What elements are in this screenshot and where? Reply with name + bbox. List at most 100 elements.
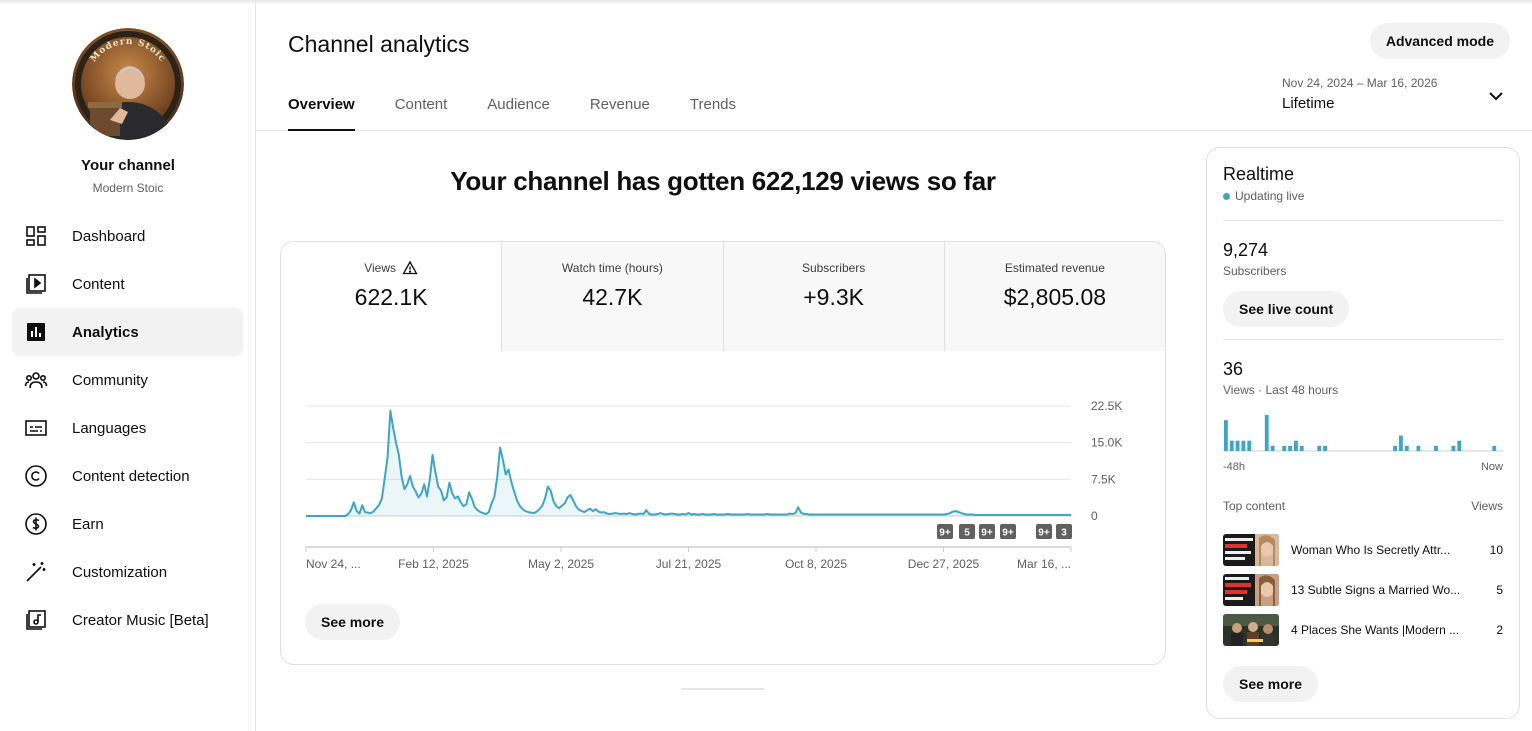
y-tick-label: 15.0K xyxy=(1091,436,1122,450)
realtime-bar[interactable] xyxy=(1247,440,1252,451)
magic-wand-icon xyxy=(24,560,48,584)
realtime-bar[interactable] xyxy=(1393,445,1397,451)
sidebar-item-content[interactable]: Content xyxy=(12,260,243,308)
realtime-bar[interactable] xyxy=(1288,445,1292,451)
realtime-bar[interactable] xyxy=(1229,440,1234,451)
sidebar-item-customization[interactable]: Customization xyxy=(12,548,243,596)
dashboard-icon xyxy=(24,224,48,248)
see-more-button[interactable]: See more xyxy=(305,604,401,640)
views-line xyxy=(306,409,1071,517)
video-thumbnail xyxy=(1223,614,1279,646)
realtime-title: Realtime xyxy=(1223,164,1295,184)
realtime-axis-start: -48h xyxy=(1223,461,1246,473)
publish-marker-label: 3 xyxy=(1061,528,1067,539)
content-icon xyxy=(24,272,48,296)
metric-value: +9.3K xyxy=(803,284,864,310)
top-content-views: 2 xyxy=(1496,623,1503,637)
sidebar-item-analytics[interactable]: Analytics xyxy=(12,308,243,356)
sidebar-item-earn[interactable]: Earn xyxy=(12,500,243,548)
copyright-icon xyxy=(24,464,48,488)
publish-marker xyxy=(1000,524,1016,539)
realtime-bar[interactable] xyxy=(1317,445,1322,451)
metric-revenue[interactable]: Estimated revenue $2,805.08 xyxy=(943,242,1165,351)
video-thumbnail xyxy=(1223,534,1279,566)
realtime-bar[interactable] xyxy=(1399,435,1403,451)
metric-subscribers[interactable]: Subscribers +9.3K xyxy=(722,242,944,351)
realtime-bar[interactable] xyxy=(1264,415,1269,451)
metric-label: Subscribers xyxy=(801,261,866,275)
top-content-item[interactable]: Woman Who Is Secretly Attr... 10 xyxy=(1223,534,1503,566)
tab-content[interactable]: Content xyxy=(394,96,448,113)
realtime-views-label: Views · Last 48 hours xyxy=(1223,383,1339,397)
sidebar-item-creator-music[interactable]: Creator Music [Beta] xyxy=(12,596,243,644)
sidebar-item-community[interactable]: Community xyxy=(12,356,243,404)
chevron-down-icon[interactable] xyxy=(1486,86,1506,106)
x-tick-label: Dec 27, 2025 xyxy=(908,557,980,571)
live-status: Updating live xyxy=(1223,189,1304,203)
realtime-bar[interactable] xyxy=(1451,445,1456,451)
top-shadow xyxy=(0,0,1532,5)
metric-label: Estimated revenue xyxy=(1004,261,1105,275)
top-content-item[interactable]: 13 Subtle Signs a Married Wo... 5 xyxy=(1223,574,1503,606)
metric-views[interactable]: Views 622.1K xyxy=(281,242,502,351)
x-tick-label: Jul 21, 2025 xyxy=(656,557,722,571)
sidebar-item-label: Earn xyxy=(72,515,104,533)
realtime-bar[interactable] xyxy=(1270,445,1275,451)
publish-marker xyxy=(1036,524,1052,539)
sidebar-item-label: Community xyxy=(72,371,148,389)
analytics-header: Channel analytics Overview Content Audie… xyxy=(256,0,1532,131)
realtime-bar[interactable] xyxy=(1241,440,1246,451)
tab-trends[interactable]: Trends xyxy=(689,96,737,113)
metric-label: Watch time (hours) xyxy=(561,261,663,275)
top-content-views: 10 xyxy=(1489,543,1503,557)
realtime-bar[interactable] xyxy=(1294,440,1298,451)
views-area xyxy=(306,410,1071,516)
metric-value: 42.7K xyxy=(582,284,643,310)
publish-marker xyxy=(979,524,995,539)
realtime-bar[interactable] xyxy=(1323,445,1327,451)
metric-value: $2,805.08 xyxy=(1003,284,1107,310)
top-content-views: 5 xyxy=(1496,583,1503,597)
sidebar-item-label: Dashboard xyxy=(72,227,146,245)
realtime-bar[interactable] xyxy=(1235,440,1240,451)
top-content-item[interactable]: 4 Places She Wants |Modern ... 2 xyxy=(1223,614,1503,646)
publish-marker-label: 9+ xyxy=(1038,528,1050,539)
divider xyxy=(1223,339,1503,340)
tab-overview[interactable]: Overview xyxy=(288,96,355,131)
realtime-bar[interactable] xyxy=(1282,445,1287,451)
advanced-mode-button[interactable]: Advanced mode xyxy=(1369,23,1510,59)
warning-icon[interactable] xyxy=(402,260,418,276)
realtime-bar[interactable] xyxy=(1416,445,1421,451)
sidebar-item-dashboard[interactable]: Dashboard xyxy=(12,212,243,260)
music-note-icon xyxy=(24,608,48,632)
x-tick-label: Feb 12, 2025 xyxy=(398,557,469,571)
video-thumbnail xyxy=(1223,574,1279,606)
realtime-bar[interactable] xyxy=(1299,445,1304,451)
metric-watch-time[interactable]: Watch time (hours) 42.7K xyxy=(501,242,723,351)
realtime-bar[interactable] xyxy=(1457,440,1462,451)
tab-audience[interactable]: Audience xyxy=(487,96,550,113)
channel-avatar[interactable]: Modern Stoic xyxy=(72,28,184,140)
top-content-title: 4 Places She Wants |Modern ... xyxy=(1291,623,1460,637)
see-live-count-button[interactable]: See live count xyxy=(1223,291,1350,327)
y-tick-label: 22.5K xyxy=(1091,399,1122,413)
date-preset-label[interactable]: Lifetime xyxy=(1282,95,1335,112)
realtime-views-value: 36 xyxy=(1223,359,1244,379)
publish-marker-label: 9+ xyxy=(939,528,951,539)
channel-name: Modern Stoic xyxy=(92,181,164,195)
sidebar-item-label: Customization xyxy=(72,563,168,581)
tab-revenue[interactable]: Revenue xyxy=(589,96,650,113)
metric-tabs: Views 622.1K Watch time (hours) 42.7K Su… xyxy=(281,242,1165,351)
sidebar-item-languages[interactable]: Languages xyxy=(12,404,243,452)
channel-title: Your channel xyxy=(81,157,175,174)
realtime-bar[interactable] xyxy=(1404,445,1409,451)
date-range-text[interactable]: Nov 24, 2024 – Mar 16, 2026 xyxy=(1282,76,1438,90)
metric-label: Views xyxy=(364,261,397,275)
realtime-views-bars xyxy=(1223,415,1503,452)
realtime-see-more-button[interactable]: See more xyxy=(1223,666,1319,702)
divider xyxy=(1223,220,1503,221)
sidebar-item-content-detection[interactable]: Content detection xyxy=(12,452,243,500)
realtime-bar[interactable] xyxy=(1434,445,1438,451)
realtime-bar[interactable] xyxy=(1224,420,1228,451)
realtime-bar[interactable] xyxy=(1492,445,1497,451)
